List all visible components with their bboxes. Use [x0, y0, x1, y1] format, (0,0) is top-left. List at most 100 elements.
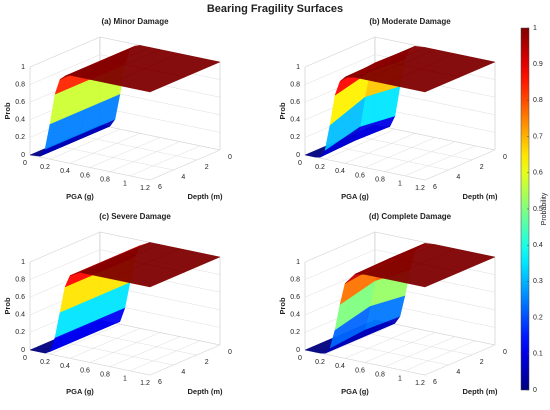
colorbar-tick-label: 0.2 — [533, 314, 543, 321]
x-axis-label: PGA (g) — [341, 192, 369, 201]
grid-line — [344, 133, 416, 164]
x-tick-label: 0.2 — [315, 359, 325, 366]
x-tick-label: 0 — [298, 160, 302, 167]
z-tick-label: 0.2 — [15, 134, 25, 141]
x-tick-label: 1.2 — [140, 185, 150, 192]
grid-line — [328, 144, 449, 171]
grid-line — [351, 134, 472, 161]
grid-line — [364, 332, 436, 363]
z-tick-label: 1 — [296, 259, 300, 266]
grid-line — [99, 124, 221, 151]
grid-line — [351, 329, 472, 356]
colorbar-tick-label: 0.5 — [533, 206, 543, 213]
z-tick-label: 0.6 — [15, 294, 25, 301]
grid-line — [374, 124, 496, 151]
y-axis-label: Depth (m) — [463, 387, 498, 396]
grid-line — [149, 149, 221, 181]
subplot: (d) Complete Damage 0 0.2 0.4 0.6 0.8 1 0 0.2 0.4… — [278, 212, 507, 396]
x-tick-label: 1 — [398, 181, 402, 188]
grid-line — [424, 149, 496, 181]
z-axis-label: Prob — [3, 102, 12, 120]
z-tick-label: 0.4 — [290, 117, 300, 124]
y-tick-label: 4 — [456, 174, 460, 181]
z-tick-label: 0 — [296, 347, 300, 354]
grid-line — [424, 344, 496, 376]
y-tick-label: 6 — [433, 184, 437, 191]
x-tick-label: 1.2 — [140, 380, 150, 387]
grid-line — [384, 141, 456, 172]
y-axis-label: Depth (m) — [188, 192, 223, 201]
grid-line — [109, 336, 181, 367]
grid-line — [374, 319, 496, 346]
grid-line — [109, 141, 181, 172]
x-tick-label: 0.4 — [60, 363, 70, 370]
z-tick-label: 0.8 — [290, 276, 300, 283]
z-tick-label: 0.8 — [15, 81, 25, 88]
grid-line — [76, 134, 197, 161]
x-tick-label: 0 — [23, 160, 27, 167]
x-tick-label: 0.4 — [60, 168, 70, 175]
subplot: (b) Moderate Damage 0 0.2 0.4 0.6 0.8 1 0 0.2 0.4… — [278, 17, 507, 201]
z-tick-label: 0.2 — [15, 329, 25, 336]
x-tick-label: 0.2 — [40, 359, 50, 366]
z-tick-label: 1 — [21, 259, 25, 266]
z-tick-label: 0 — [296, 152, 300, 159]
x-tick-label: 0.6 — [80, 367, 90, 374]
grid-line — [129, 145, 201, 177]
y-tick-label: 4 — [181, 174, 185, 181]
colorbar-tick-label: 0.7 — [533, 133, 543, 140]
grid-line — [404, 340, 476, 372]
z-axis-label: Prob — [278, 297, 287, 315]
y-tick-label: 6 — [433, 379, 437, 386]
x-axis-label: PGA (g) — [341, 387, 369, 396]
x-axis-label: PGA (g) — [66, 192, 94, 201]
x-tick-label: 0.8 — [375, 372, 385, 379]
y-tick-label: 4 — [456, 369, 460, 376]
grid-line — [29, 154, 151, 181]
surface-patch — [109, 68, 186, 93]
grid-line — [304, 349, 426, 376]
grid-line — [149, 344, 221, 376]
x-tick-label: 0.2 — [315, 164, 325, 171]
x-tick-label: 0.8 — [100, 372, 110, 379]
x-tick-label: 0.4 — [335, 168, 345, 175]
grid-line — [29, 349, 151, 376]
y-tick-label: 2 — [205, 164, 209, 171]
z-tick-label: 0.4 — [15, 117, 25, 124]
y-tick-label: 6 — [158, 184, 162, 191]
y-axis-label: Depth (m) — [188, 387, 223, 396]
grid-line — [53, 339, 174, 366]
colorbar-tick-label: 0.3 — [533, 278, 543, 285]
x-axis-label: PGA (g) — [66, 387, 94, 396]
grid-line — [364, 137, 436, 168]
grid-line — [89, 332, 161, 363]
z-tick-label: 0 — [21, 152, 25, 159]
z-axis-label: Prob — [278, 102, 287, 120]
colorbar-tick-label: 0.9 — [533, 61, 543, 68]
x-tick-label: 0.6 — [80, 172, 90, 179]
z-tick-label: 0.6 — [290, 99, 300, 106]
z-tick-label: 0.4 — [290, 312, 300, 319]
x-tick-label: 1 — [123, 376, 127, 383]
x-tick-label: 0 — [23, 355, 27, 362]
grid-line — [76, 329, 197, 356]
z-tick-label: 0.6 — [290, 294, 300, 301]
surface-patch — [109, 263, 186, 288]
subplot: (a) Minor Damage 0 0.2 0.4 0.6 0.8 1 0 0.2 0.4 0.6… — [3, 17, 232, 201]
z-tick-label: 1 — [21, 64, 25, 71]
x-tick-label: 0 — [298, 355, 302, 362]
subplot-title: (c) Severe Damage — [99, 212, 171, 221]
grid-line — [49, 128, 121, 160]
x-tick-label: 0.6 — [355, 172, 365, 179]
grid-line — [404, 145, 476, 177]
y-axis-label: Depth (m) — [463, 192, 498, 201]
colorbar-label: Probability — [541, 192, 548, 225]
subplot: (c) Severe Damage 0 0.2 0.4 0.6 0.8 1 0 0.2 0.4 0.… — [3, 212, 232, 396]
x-tick-label: 1 — [398, 376, 402, 383]
grid-line — [324, 128, 396, 160]
y-tick-label: 0 — [228, 349, 232, 356]
x-tick-label: 1.2 — [415, 185, 425, 192]
grid-line — [384, 336, 456, 367]
grid-line — [99, 319, 221, 346]
z-tick-label: 0 — [21, 347, 25, 354]
